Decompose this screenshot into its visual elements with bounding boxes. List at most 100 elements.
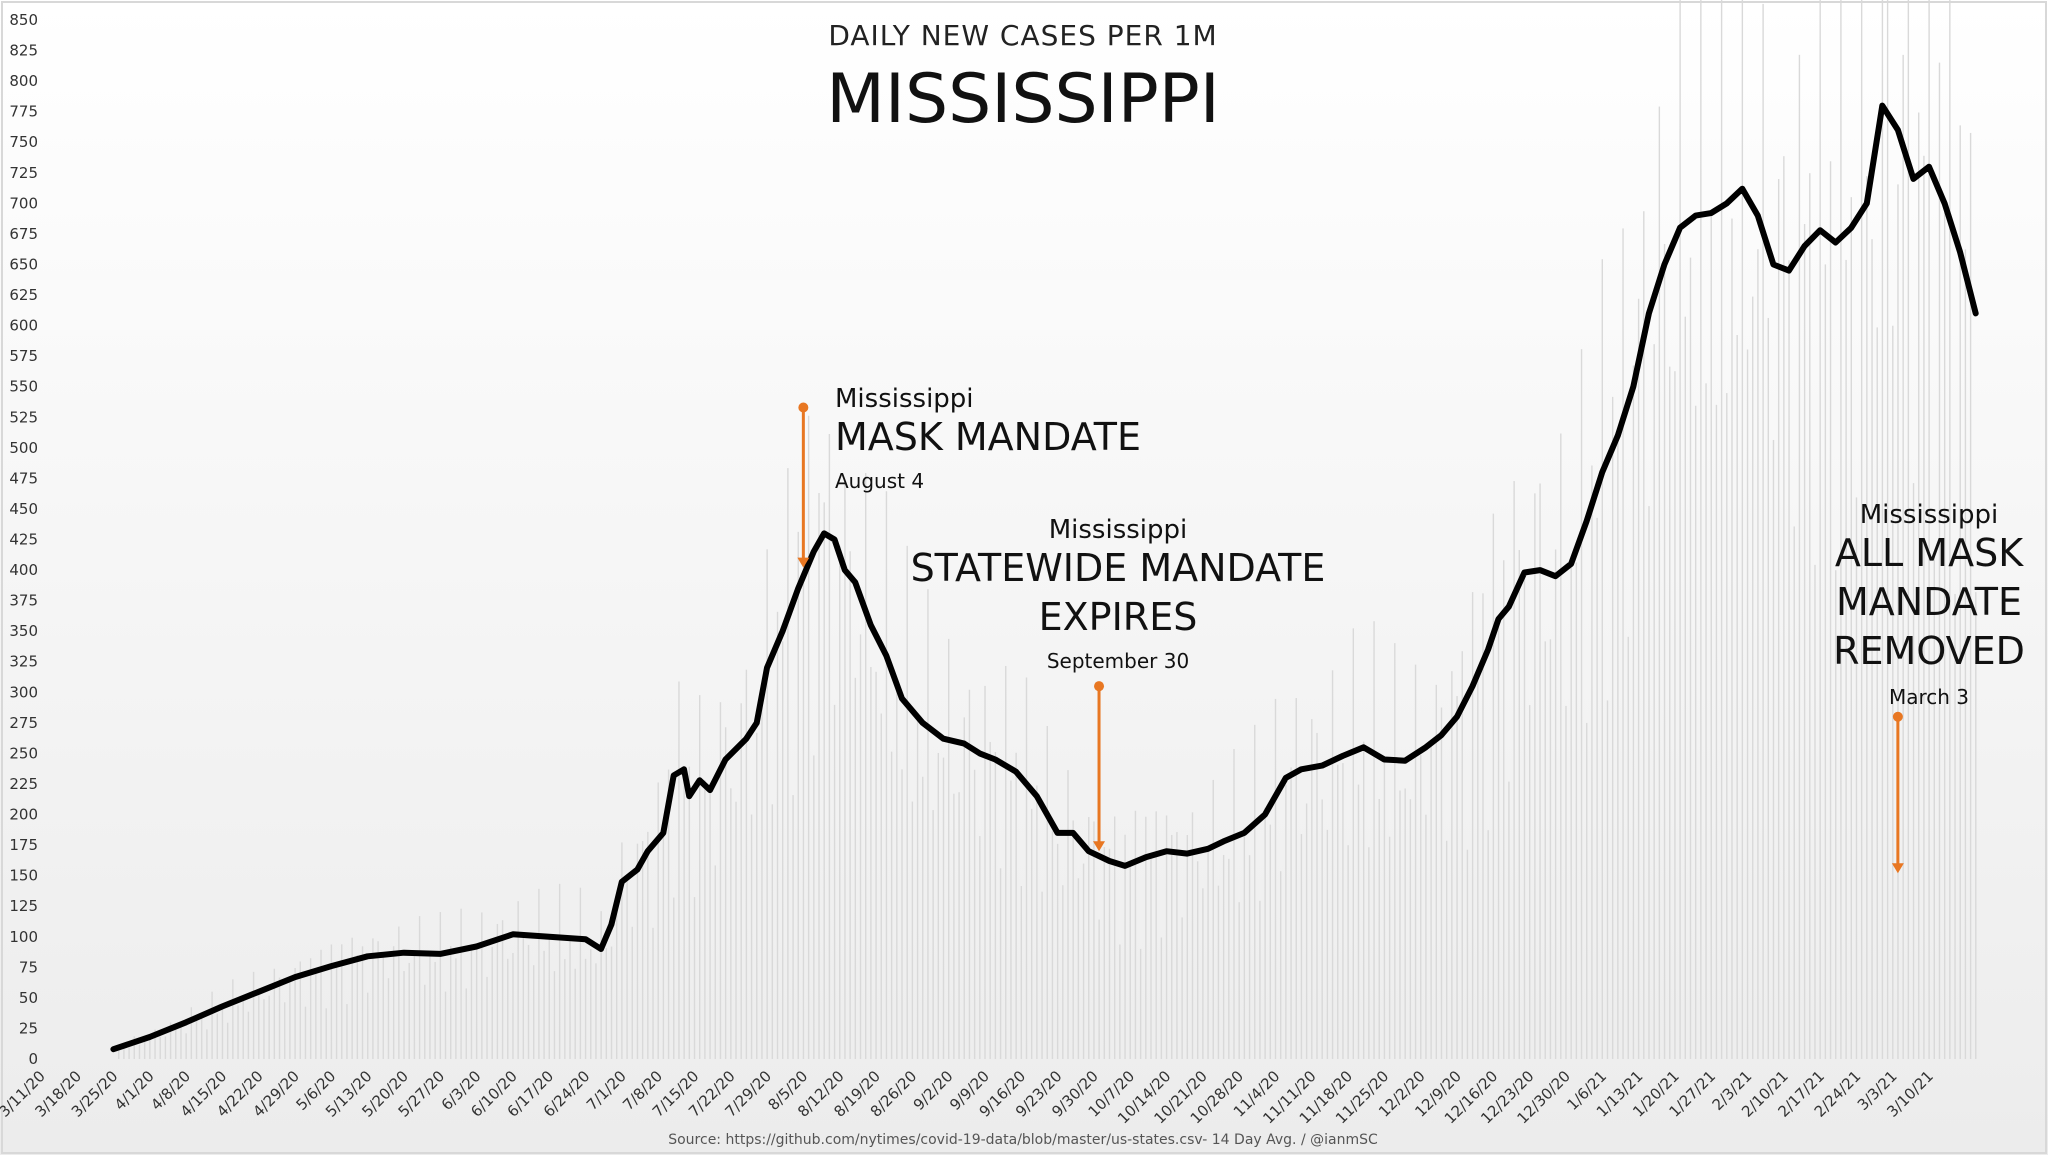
daily-bar [636,843,639,1059]
daily-bar [875,671,877,1059]
daily-bar [1720,0,1723,1060]
daily-bar [1575,562,1578,1059]
daily-bar [1860,0,1863,1060]
daily-bar [1969,132,1972,1059]
daily-bar [175,1023,177,1059]
daily-bar [1430,739,1432,1059]
daily-bar [1217,885,1220,1059]
daily-bar [994,751,997,1059]
daily-bar [901,769,903,1059]
daily-bar [844,482,846,1060]
daily-bar [226,1022,229,1059]
daily-bar [792,795,794,1059]
daily-bar [1757,249,1759,1060]
daily-bar [750,814,753,1059]
daily-bar [932,810,934,1059]
daily-bar [242,999,244,1059]
daily-bar [1388,836,1391,1059]
y-tick-label: 75 [19,958,38,976]
daily-bar [237,1005,239,1059]
daily-bar [309,958,312,1059]
daily-bar [558,883,561,1059]
source-note: Source: https://github.com/nytimes/covid… [668,1132,1378,1148]
daily-bar [439,912,442,1059]
daily-bar [1752,296,1754,1060]
annotation-arrow-head [1093,841,1106,852]
daily-bar [149,1035,151,1059]
daily-bar [1269,824,1272,1059]
daily-bar [164,1036,167,1059]
daily-bar [1176,832,1178,1059]
annotation-arrow-head [1891,863,1904,874]
daily-bar [1036,785,1038,1059]
daily-bar [289,976,291,1059]
y-tick-label: 475 [9,469,38,487]
daily-bar [138,1044,141,1059]
daily-bar [273,968,276,1059]
daily-bar [1290,767,1292,1059]
daily-bar [1254,724,1256,1059]
daily-bar [1964,249,1967,1059]
daily-bar [527,944,530,1059]
daily-bar [1943,212,1946,1060]
daily-bar [1139,948,1142,1059]
daily-bar [1482,593,1484,1059]
daily-bar [1362,741,1365,1059]
daily-bar [1103,847,1106,1059]
daily-bar [372,938,374,1059]
daily-bar [1523,570,1526,1059]
daily-bar [335,964,338,1059]
daily-bar [1736,335,1738,1059]
daily-bar [232,979,234,1059]
daily-bar [714,865,716,1059]
daily-bar [403,971,405,1059]
daily-bar [564,959,566,1059]
y-tick-label: 800 [9,72,38,90]
daily-bar [1580,349,1583,1059]
daily-bar [745,669,748,1059]
daily-bar [626,876,628,1059]
daily-bar [1305,803,1308,1059]
daily-bar [424,984,426,1059]
daily-bar [787,468,789,1059]
y-tick-label: 525 [9,408,38,426]
daily-bar [216,1013,218,1059]
daily-bar [1020,885,1023,1059]
daily-bar [185,1033,187,1059]
y-tick-label: 675 [9,225,38,243]
daily-bar [1741,0,1744,1059]
y-tick-label: 650 [9,255,38,273]
daily-bar [678,681,680,1059]
daily-bar [1248,855,1251,1059]
daily-bar [1342,763,1344,1059]
daily-bar [1295,698,1297,1059]
daily-bar [569,938,571,1059]
daily-bar [1658,106,1661,1059]
daily-bar [657,782,659,1059]
daily-bar [1798,54,1801,1059]
daily-bar [652,927,654,1059]
daily-bar [693,897,696,1059]
daily-bar [1394,643,1396,1059]
daily-bar [1694,405,1697,1059]
daily-bar [1145,816,1147,1059]
daily-bar [330,944,333,1059]
daily-bar [1030,808,1033,1059]
daily-bar [211,991,213,1059]
daily-bar [418,916,421,1059]
daily-bar [486,976,488,1059]
daily-bar [1062,885,1064,1059]
daily-bar [605,948,608,1059]
daily-bar [1954,593,1956,1059]
daily-bar [465,988,467,1059]
daily-bar [1705,383,1707,1059]
daily-bar [1316,732,1318,1059]
daily-bars [118,0,1977,1060]
daily-bar [683,775,685,1059]
daily-bar [475,945,478,1059]
annotation-text: September 30 [1047,649,1189,673]
daily-bar [1435,684,1438,1059]
daily-bar [1077,878,1080,1059]
